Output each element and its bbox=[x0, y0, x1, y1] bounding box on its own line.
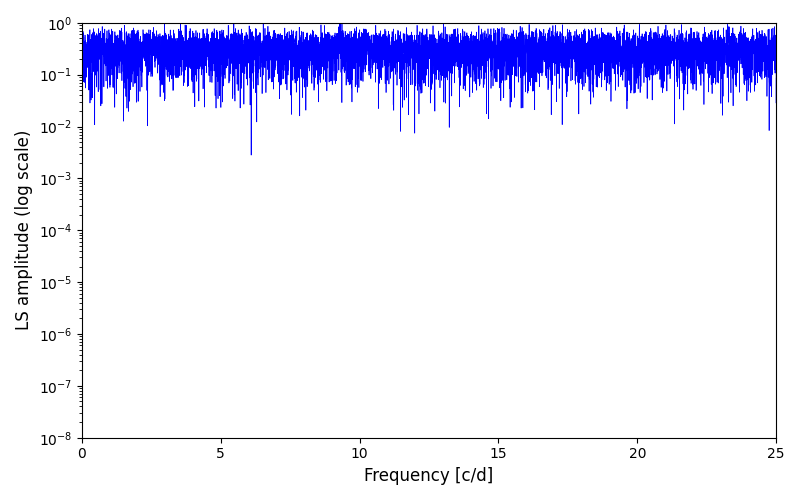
X-axis label: Frequency [c/d]: Frequency [c/d] bbox=[364, 467, 494, 485]
Y-axis label: LS amplitude (log scale): LS amplitude (log scale) bbox=[15, 130, 33, 330]
